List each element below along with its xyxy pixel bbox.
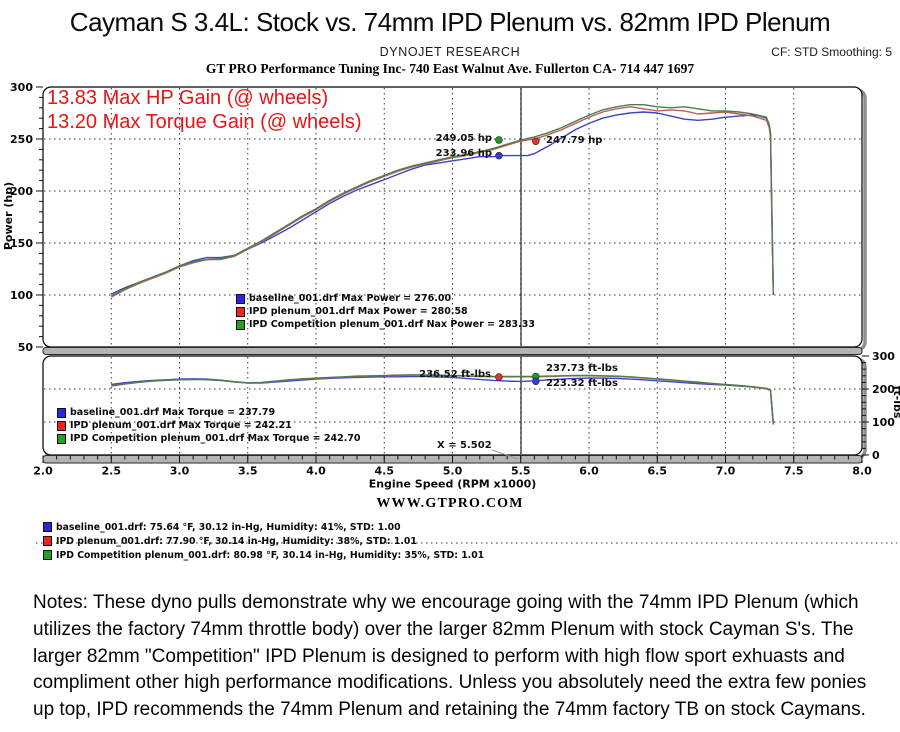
env-row-baseline: baseline_001.drf: 75.64 °F, 30.12 in-Hg,… — [43, 520, 484, 534]
power-blue-value-label: 233.96 hp — [435, 148, 492, 159]
torque-blue-value-label: 223.32 ft-lbs — [546, 378, 618, 389]
power-green-value-label: 249.05 hp — [435, 133, 492, 144]
x-tick-label: 2.0 — [33, 465, 53, 478]
x-tick-label: 6.5 — [648, 465, 668, 478]
baseline-swatch-icon — [57, 407, 66, 418]
power-y-tick-label: 250 — [10, 133, 33, 146]
torque-marker-dot — [495, 373, 503, 381]
legend-label: IPD Competition plenum_001.drf Max Torqu… — [70, 433, 361, 444]
torque-green-value-label: 237.73 ft-lbs — [546, 363, 618, 374]
torque-red-value-label: 236.52 ft-lbs — [419, 369, 491, 380]
legend-row-ipd-plenum-torque: IPD plenum_001.drf Max Torque = 242.21 — [57, 419, 361, 432]
cursor-leader-line — [491, 449, 519, 460]
power-curve-ipd-competition — [110, 103, 774, 297]
legend-row-baseline-power: baseline_001.drf Max Power = 276.00 — [236, 292, 535, 305]
torque-marker-dot — [532, 377, 540, 386]
max-hp-gain-callout: 13.83 Max HP Gain (@ wheels) — [47, 87, 329, 109]
dynojet-research-label: DYNOJET RESEARCH — [379, 45, 521, 59]
x-tick-label: 3.5 — [238, 465, 258, 478]
power-y-tick-label: 300 — [10, 81, 33, 94]
legend-row-ipd-competition-torque: IPD Competition plenum_001.drf Max Torqu… — [57, 432, 361, 445]
power-marker-dot — [495, 136, 503, 144]
legend-row-ipd-plenum-power: IPD plenum_001.drf Max Power = 280.58 — [236, 305, 535, 318]
power-y-axis-title: Power (hp) — [2, 182, 15, 250]
ipd-plenum-swatch-icon — [57, 420, 66, 431]
baseline-swatch-icon — [236, 293, 245, 304]
max-torque-gain-callout: 13.20 Max Torque Gain (@ wheels) — [47, 111, 362, 133]
x-tick-label: 3.0 — [170, 465, 190, 478]
baseline-swatch-icon — [43, 522, 52, 532]
shop-address-line: GT PRO Performance Tuning Inc- 740 East … — [205, 61, 695, 76]
ipd-competition-swatch-icon — [236, 319, 245, 330]
x-tick-label: 4.5 — [375, 465, 395, 478]
ipd-competition-swatch-icon — [57, 433, 66, 444]
power-y-tick-label: 50 — [18, 341, 34, 354]
cursor-x-label: X = 5.502 — [437, 440, 492, 451]
legend-label: baseline_001.drf Max Torque = 237.79 — [70, 407, 276, 418]
x-tick-label: 7.0 — [716, 465, 736, 478]
env-row-ipd-plenum: IPD plenum_001.drf: 77.90 °F, 30.14 in-H… — [43, 534, 484, 548]
x-tick-label: 8.0 — [852, 465, 872, 478]
legend-label: IPD plenum_001.drf Max Power = 280.58 — [249, 306, 468, 317]
ipd-plenum-swatch-icon — [236, 306, 245, 317]
legend-row-baseline-torque: baseline_001.drf Max Torque = 237.79 — [57, 406, 361, 419]
torque-legend: baseline_001.drf Max Torque = 237.79 IPD… — [57, 406, 361, 445]
legend-row-ipd-competition-power: IPD Competition plenum_001.drf Nax Power… — [236, 318, 535, 331]
x-tick-label: 4.0 — [306, 465, 326, 478]
legend-label: baseline_001.drf Max Power = 276.00 — [249, 293, 452, 304]
torque-y-tick-label: 200 — [872, 383, 895, 396]
env-label: baseline_001.drf: 75.64 °F, 30.12 in-Hg,… — [56, 521, 401, 533]
x-axis-title: Engine Speed (RPM x1000) — [369, 478, 537, 491]
power-y-tick-label: 150 — [10, 237, 33, 250]
power-x-axis-bar — [42, 347, 863, 355]
torque-y-tick-label: 100 — [872, 416, 895, 429]
power-marker-dot — [532, 137, 540, 145]
env-label: IPD Competition plenum_001.drf: 80.98 °F… — [56, 549, 485, 561]
power-y-tick-label: 200 — [10, 185, 33, 198]
torque-y-tick-label: 0 — [872, 449, 880, 462]
power-curve-ipd-plenum — [110, 106, 774, 298]
legend-label: IPD Competition plenum_001.drf Nax Power… — [249, 319, 535, 330]
website-label: WWW.GTPRO.COM — [376, 496, 524, 511]
env-label: IPD plenum_001.drf: 77.90 °F, 30.14 in-H… — [56, 535, 417, 547]
power-y-tick-label: 100 — [10, 289, 33, 302]
x-tick-label: 5.5 — [511, 465, 531, 478]
torque-y-axis-title: ft-lbs — [891, 386, 900, 419]
ipd-competition-swatch-icon — [43, 550, 52, 560]
environment-legend: baseline_001.drf: 75.64 °F, 30.12 in-Hg,… — [43, 520, 484, 562]
power-marker-dot — [495, 151, 503, 160]
x-tick-label: 2.5 — [102, 465, 122, 478]
power-red-value-label: 247.79 hp — [546, 135, 603, 146]
env-row-ipd-competition: IPD Competition plenum_001.drf: 80.98 °F… — [43, 548, 484, 562]
ipd-plenum-swatch-icon — [43, 536, 52, 546]
page-title: Cayman S 3.4L: Stock vs. 74mm IPD Plenum… — [69, 7, 831, 37]
torque-y-tick-label: 300 — [872, 350, 895, 363]
x-tick-label: 5.0 — [443, 465, 463, 478]
notes-paragraph: Notes: These dyno pulls demonstrate why … — [33, 592, 867, 721]
cf-smoothing-label: CF: STD Smoothing: 5 — [771, 45, 892, 59]
legend-label: IPD plenum_001.drf Max Torque = 242.21 — [70, 420, 292, 431]
x-tick-label: 6.0 — [579, 465, 599, 478]
torque-curve-ipd-competition — [111, 374, 774, 423]
x-tick-label: 7.5 — [784, 465, 804, 478]
power-legend: baseline_001.drf Max Power = 276.00 IPD … — [236, 292, 535, 331]
